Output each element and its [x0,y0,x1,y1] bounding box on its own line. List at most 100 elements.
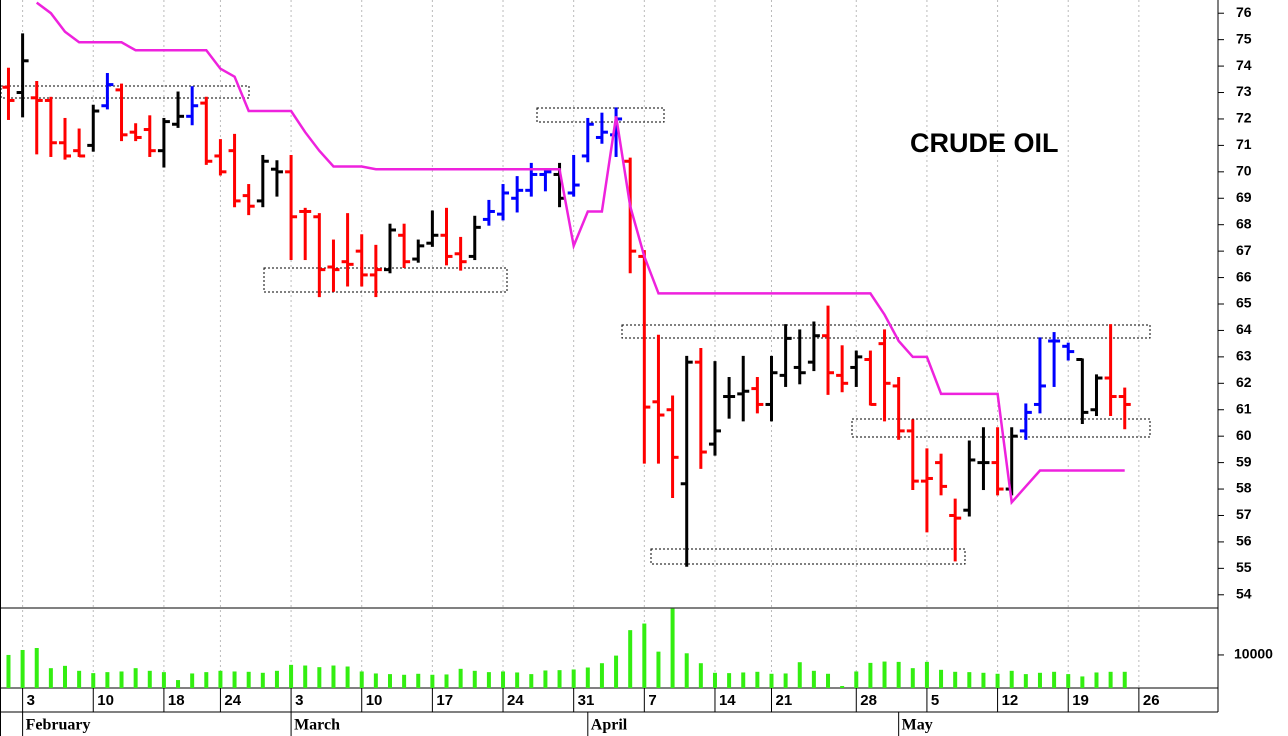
volume-bar [62,665,67,688]
volume-bar [614,655,619,688]
volume-bar [218,670,223,688]
stop-line [35,1,1125,506]
volume-bar [953,671,958,688]
volume-bar [995,673,1000,688]
x-tick-label: 10 [366,692,383,709]
y-tick-label: 55 [1236,559,1252,575]
y-tick-label: 57 [1236,506,1252,522]
month-label: May [902,717,933,734]
x-tick-label: 24 [507,692,524,709]
volume-bar [303,665,308,688]
x-tick-label: 19 [1072,692,1089,709]
volume-bar [486,672,491,688]
x-tick-label: 17 [436,692,453,709]
volume-bar [402,674,407,688]
volume-bar [910,668,915,688]
volume-tick-label: 10000 [1234,646,1273,662]
volume-bar [543,670,548,688]
volume-bar [1066,674,1071,688]
x-tick-label: 24 [224,692,241,709]
y-tick-label: 68 [1236,215,1252,231]
volume-bar [670,608,675,688]
x-tick-label: 28 [860,692,877,709]
y-tick-label: 67 [1236,242,1252,258]
volume-bar [529,674,534,688]
volume-bar [317,667,322,688]
volume-bar [882,661,887,688]
volume-bar [331,665,336,688]
chart-title: CRUDE OIL [910,128,1059,158]
range-box [650,548,966,565]
volume-bar [698,663,703,688]
month-label: April [591,717,628,734]
volume-bar [684,653,689,688]
y-tick-label: 70 [1236,163,1252,179]
volume-bar [416,673,421,688]
volume-bar [599,663,604,688]
volume-bar [840,686,845,688]
volume-bar [176,680,181,688]
x-tick-label: 31 [578,692,595,709]
volume-bar [119,671,124,688]
volume-bar [1037,672,1042,688]
volume-bar [345,666,350,688]
volume-bar [1009,670,1014,688]
volume-bar [133,668,138,688]
volume-bar [585,667,590,688]
y-tick-label: 54 [1236,585,1252,601]
volume-bar [190,673,195,688]
volume-bar [289,664,294,688]
y-tick-label: 72 [1236,110,1252,126]
volume-bar [1122,671,1127,688]
x-tick-label: 21 [775,692,792,709]
volume-bar [387,674,392,688]
volume-bar [91,673,96,688]
volume-bar [811,670,816,688]
volume-bar [260,672,265,688]
volume-bar [854,671,859,688]
y-tick-label: 62 [1236,374,1252,390]
volume-bar [1052,671,1057,688]
volume-bar [20,649,25,688]
volume-bar [515,672,520,688]
x-tick-label: 10 [97,692,114,709]
volume-bar [755,671,760,688]
y-tick-label: 69 [1236,189,1252,205]
volume-bar [628,630,633,688]
volume-bar [939,669,944,688]
volume-bar [981,672,986,688]
x-tick-label: 5 [931,692,939,709]
volume-bar [712,672,717,688]
volume-bar [797,662,802,688]
y-tick-label: 71 [1236,136,1252,152]
x-tick-label: 3 [295,692,303,709]
volume-bar [924,661,929,688]
volume-bar [48,668,53,688]
volume-bar [274,670,279,688]
volume-bar [444,674,449,688]
month-label: February [26,717,91,734]
volume-bar [6,654,11,688]
volume-bar [571,669,576,688]
y-tick-label: 66 [1236,268,1252,284]
x-tick-label: 18 [168,692,185,709]
volume-bar [105,672,110,688]
volume-bar [501,671,506,688]
volume-bar [77,670,82,688]
volume-bar [147,670,152,688]
volume-bar [642,623,647,688]
volume-bar [557,670,562,688]
y-tick-label: 61 [1236,400,1252,416]
volume-bar [1080,676,1085,688]
volume-bar [783,673,788,688]
month-label: March [294,717,340,734]
grid [22,0,1140,688]
volume-bar [741,672,746,688]
volume-bar [472,670,477,688]
volume-bar [1023,674,1028,688]
volume-bar [232,671,237,688]
x-tick-label: 7 [648,692,656,709]
range-box [263,267,508,293]
